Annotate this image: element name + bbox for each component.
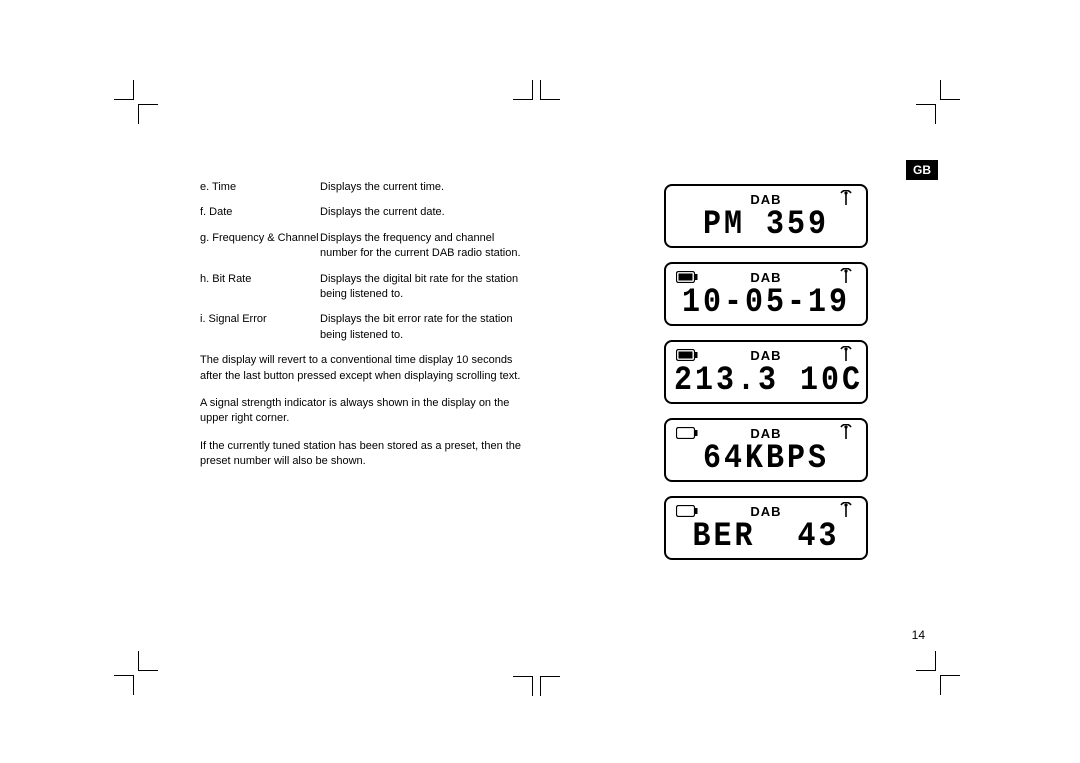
definition-value: Displays the current date. [320,205,530,220]
definition-row: f. Date Displays the current date. [200,205,530,220]
definition-key: f. Date [200,205,320,220]
crop-mark [138,104,158,124]
crop-mark [114,675,134,695]
definition-row: h. Bit Rate Displays the digital bit rat… [200,272,530,303]
mode-label: DAB [750,270,781,285]
body-text-column: e. Time Displays the current time. f. Da… [200,180,530,481]
mode-label: DAB [750,426,781,441]
crop-mark [513,676,533,696]
crop-mark [114,80,134,100]
crop-mark [916,104,936,124]
lcd-display-frequency: DAB 213.3 10C [664,340,868,404]
definition-key: i. Signal Error [200,312,320,343]
crop-mark [540,676,560,696]
lcd-display-date: DAB 10-05-19 [664,262,868,326]
crop-mark [138,651,158,671]
lcd-readout: 64KBPS [674,440,858,477]
definition-key: g. Frequency & Channel [200,231,320,262]
definition-value: Displays the current time. [320,180,530,195]
definition-row: i. Signal Error Displays the bit error r… [200,312,530,343]
mode-label: DAB [750,504,781,519]
definition-key: h. Bit Rate [200,272,320,303]
lcd-readout: 213.3 10C [674,362,858,399]
definition-value: Displays the frequency and channel numbe… [320,231,530,262]
definition-key: e. Time [200,180,320,195]
definition-row: g. Frequency & Channel Displays the freq… [200,231,530,262]
manual-page: { "badge": "GB", "definitions": [ { "key… [0,0,1080,763]
crop-mark [540,80,560,100]
crop-mark [916,651,936,671]
lcd-display-bitrate: DAB 64KBPS [664,418,868,482]
crop-mark [513,80,533,100]
region-badge: GB [906,160,938,180]
lcd-display-time: DAB PM 359 [664,184,868,248]
crop-mark [940,80,960,100]
lcd-readout: PM 359 [674,206,858,243]
mode-label: DAB [750,348,781,363]
lcd-readout: BER 43 [674,518,858,555]
paragraph: The display will revert to a conventiona… [200,353,530,384]
definition-value: Displays the bit error rate for the stat… [320,312,530,343]
definition-row: e. Time Displays the current time. [200,180,530,195]
page-number: 14 [912,628,925,642]
lcd-readout: 10-05-19 [674,284,858,321]
paragraph: If the currently tuned station has been … [200,439,530,470]
crop-mark [940,675,960,695]
lcd-display-signal-error: DAB BER 43 [664,496,868,560]
definition-value: Displays the digital bit rate for the st… [320,272,530,303]
paragraph: A signal strength indicator is always sh… [200,396,530,427]
lcd-column: DAB PM 359 DAB 10-05-19 [664,184,868,574]
mode-label: DAB [750,192,781,207]
